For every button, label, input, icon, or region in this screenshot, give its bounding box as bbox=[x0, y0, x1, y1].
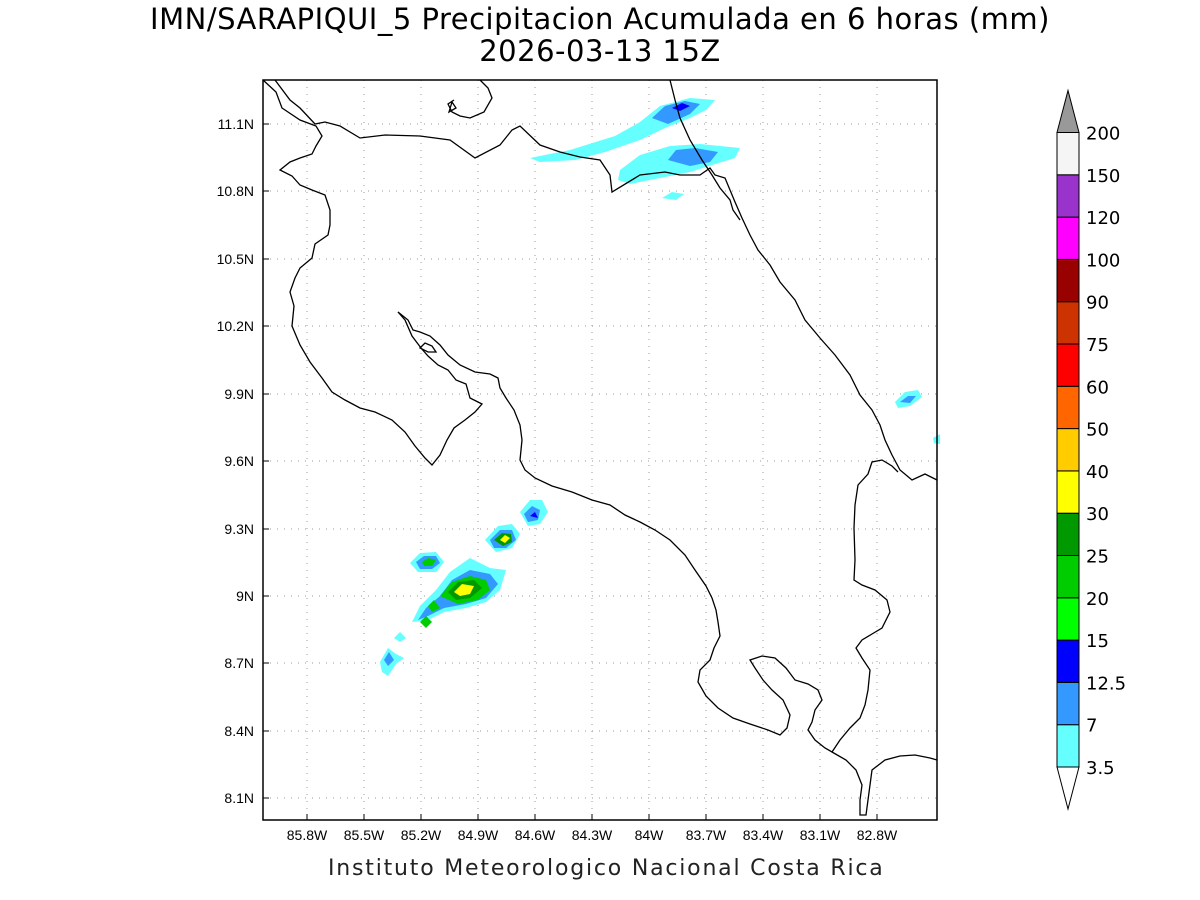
precip-area-south bbox=[454, 584, 474, 596]
precip-area-north bbox=[662, 192, 684, 200]
lon-label: 83.7W bbox=[686, 827, 727, 843]
lat-label: 10.5N bbox=[217, 251, 254, 267]
precip-area-south bbox=[394, 632, 406, 642]
gulf-nicoya bbox=[397, 311, 899, 753]
legend-swatch bbox=[1056, 555, 1080, 599]
precip-area-south bbox=[524, 506, 540, 522]
nicaragua-border bbox=[274, 79, 731, 194]
lat-label: 9.6N bbox=[224, 453, 254, 469]
precip-area-south bbox=[428, 600, 440, 612]
legend-label: 3.5 bbox=[1086, 758, 1115, 779]
lon-label: 85.8W bbox=[287, 827, 328, 843]
lat-label: 8.1N bbox=[224, 790, 254, 806]
lat-label: 11.1N bbox=[218, 116, 254, 132]
lon-label: 85.2W bbox=[401, 827, 442, 843]
legend-swatch bbox=[1056, 132, 1080, 176]
precip-area-north bbox=[668, 148, 718, 166]
legend-label: 15 bbox=[1086, 631, 1109, 652]
precip-area-south bbox=[384, 652, 394, 666]
legend-swatch bbox=[1056, 216, 1080, 260]
legend-swatch bbox=[1056, 512, 1080, 557]
legend-swatch bbox=[1056, 428, 1080, 472]
lat-label: 8.4N bbox=[224, 723, 254, 739]
legend-swatch bbox=[1056, 301, 1080, 345]
axis-ticks bbox=[263, 123, 878, 820]
legend-label: 90 bbox=[1086, 293, 1109, 314]
lat-label: 9N bbox=[236, 588, 254, 604]
legend-label: 50 bbox=[1086, 420, 1109, 441]
nicoya-peninsula bbox=[262, 79, 484, 466]
legend-swatch bbox=[1056, 343, 1080, 387]
legend-label: 75 bbox=[1086, 335, 1109, 356]
legend-label: 25 bbox=[1086, 547, 1109, 568]
map-datetime: 2026-03-13 15Z bbox=[479, 34, 721, 68]
legend-swatch bbox=[1056, 174, 1080, 218]
nicaragua-coast-north bbox=[447, 79, 493, 119]
lon-label: 84.6W bbox=[515, 827, 556, 843]
legend-swatch bbox=[1056, 470, 1080, 514]
map-title: IMN/SARAPIQUI_5 Precipitacion Acumulada … bbox=[150, 2, 1050, 36]
lat-label: 8.7N bbox=[224, 655, 254, 671]
lon-label: 84W bbox=[635, 827, 665, 843]
precip-area-south bbox=[420, 616, 432, 628]
legend-label: 200 bbox=[1086, 124, 1120, 145]
precip-area-south bbox=[500, 535, 510, 543]
legend-label: 20 bbox=[1086, 589, 1109, 610]
precip-area-east bbox=[900, 396, 916, 403]
legend-swatch bbox=[1056, 639, 1080, 683]
precip-area-north bbox=[672, 103, 690, 111]
lake-island bbox=[447, 100, 457, 114]
precip-area-south bbox=[530, 512, 538, 518]
footer-credit: Instituto Meteorologico Nacional Costa R… bbox=[328, 856, 885, 881]
lon-label: 85.5W bbox=[344, 827, 385, 843]
legend-swatch bbox=[1056, 681, 1080, 726]
legend-label: 30 bbox=[1086, 504, 1109, 525]
legend-swatch-bottom-arrow bbox=[1056, 766, 1080, 811]
lat-label: 9.9N bbox=[224, 386, 254, 402]
legend-label: 150 bbox=[1086, 166, 1120, 187]
lon-label: 83.1W bbox=[800, 827, 841, 843]
legend-colorbar: 3.5 7 12.5 15 20 25 30 40 50 60 75 90 100 120 150 200 bbox=[1056, 88, 1126, 811]
legend-label: 40 bbox=[1086, 462, 1109, 483]
isla-chira bbox=[418, 342, 438, 353]
legend-swatch bbox=[1056, 724, 1080, 768]
map-gridlines bbox=[263, 80, 937, 820]
lat-label: 10.2N bbox=[217, 318, 254, 334]
map-frame bbox=[262, 79, 938, 821]
san-juan-river bbox=[669, 79, 741, 221]
legend-label: 7 bbox=[1086, 716, 1097, 737]
lat-label: 10.8N bbox=[217, 183, 254, 199]
legend-swatch-top-arrow bbox=[1056, 88, 1080, 133]
legend-swatch bbox=[1056, 385, 1080, 430]
legend-label: 120 bbox=[1086, 208, 1120, 229]
lon-label: 84.9W bbox=[458, 827, 499, 843]
legend-swatch bbox=[1056, 597, 1080, 641]
legend-label: 12.5 bbox=[1086, 673, 1126, 694]
legend-swatch bbox=[1056, 258, 1080, 303]
lon-label: 84.3W bbox=[572, 827, 613, 843]
legend-label: 60 bbox=[1086, 377, 1109, 398]
precip-area-south bbox=[422, 558, 436, 566]
caribbean-coast bbox=[729, 189, 938, 481]
lat-label: 9.3N bbox=[224, 521, 254, 537]
coastlines bbox=[262, 79, 938, 816]
osa-peninsula bbox=[831, 751, 938, 816]
legend-label: 100 bbox=[1086, 250, 1120, 271]
lon-label: 82.8W bbox=[857, 827, 898, 843]
lon-label: 83.4W bbox=[743, 827, 784, 843]
precipitation-shading bbox=[380, 98, 940, 676]
